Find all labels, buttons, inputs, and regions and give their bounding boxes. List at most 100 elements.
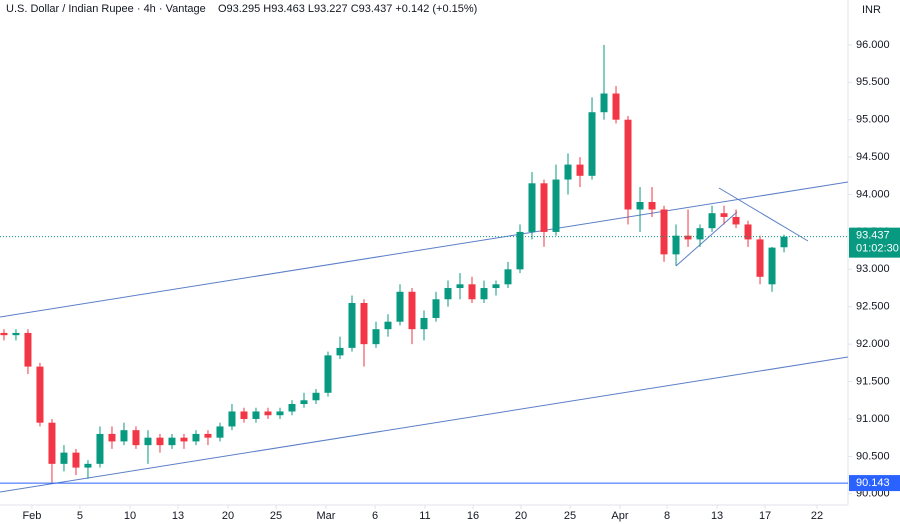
candle-body bbox=[636, 202, 644, 210]
last-price-label: 93.437 bbox=[856, 230, 890, 242]
x-tick-label: Mar bbox=[316, 510, 335, 522]
candle-body bbox=[720, 213, 728, 217]
candle-body bbox=[552, 179, 560, 232]
candle-body bbox=[384, 321, 392, 330]
y-tick-label: 92.000 bbox=[856, 338, 890, 350]
candle-body bbox=[744, 224, 752, 240]
candle-body bbox=[420, 317, 428, 330]
candle-body bbox=[768, 247, 776, 285]
candle-body bbox=[648, 202, 656, 210]
candle-body bbox=[240, 411, 248, 419]
candle-body bbox=[180, 437, 188, 442]
candle-body bbox=[696, 228, 704, 240]
candle-body bbox=[72, 452, 80, 468]
candle-body bbox=[156, 437, 164, 446]
x-tick-label: 8 bbox=[664, 510, 670, 522]
y-tick-label: 90.500 bbox=[856, 450, 890, 462]
candle-body bbox=[204, 433, 212, 438]
candle-body bbox=[432, 299, 440, 318]
candle-body bbox=[12, 332, 20, 336]
x-tick-label: 16 bbox=[467, 510, 479, 522]
y-tick-label: 94.500 bbox=[856, 151, 890, 163]
x-tick-label: 6 bbox=[372, 510, 378, 522]
candle-body bbox=[564, 164, 572, 180]
y-tick-label: 95.500 bbox=[856, 76, 890, 88]
candle-body bbox=[0, 332, 8, 336]
wedge-upper bbox=[718, 187, 809, 242]
candle-body bbox=[216, 426, 224, 438]
candle-body bbox=[120, 430, 128, 442]
candle-body bbox=[360, 303, 368, 345]
candle-body bbox=[144, 437, 152, 446]
channel-lower bbox=[0, 356, 849, 493]
y-tick-label: 96.000 bbox=[856, 39, 890, 51]
candle-body bbox=[408, 291, 416, 330]
last-price-box bbox=[849, 227, 900, 258]
candle-body bbox=[756, 239, 764, 277]
x-tick-label: Feb bbox=[22, 510, 41, 522]
candle-body bbox=[444, 288, 452, 300]
x-tick-label: 20 bbox=[222, 510, 234, 522]
x-tick-label: 13 bbox=[172, 510, 184, 522]
y-tick-label: 95.000 bbox=[856, 114, 890, 126]
candle-body bbox=[252, 411, 260, 419]
candle-body bbox=[516, 231, 524, 270]
candle-body bbox=[492, 284, 500, 289]
candle-body bbox=[600, 93, 608, 113]
candle-body bbox=[96, 433, 104, 464]
x-tick-label: 22 bbox=[811, 510, 823, 522]
x-tick-label: 25 bbox=[564, 510, 576, 522]
candle-body bbox=[456, 284, 464, 289]
symbol-title: U.S. Dollar / Indian Rupee · 4h · Vantag… bbox=[6, 3, 206, 15]
candle-body bbox=[708, 213, 716, 229]
x-tick-label: 25 bbox=[270, 510, 282, 522]
candle-body bbox=[684, 235, 692, 240]
channel-upper bbox=[0, 181, 849, 318]
candle-body bbox=[132, 430, 140, 446]
x-tick-label: 20 bbox=[515, 510, 527, 522]
candle-body bbox=[660, 209, 668, 255]
candle-body bbox=[312, 392, 320, 401]
currency: INR bbox=[862, 4, 881, 16]
x-tick-label: 17 bbox=[759, 510, 771, 522]
y-tick-label: 93.000 bbox=[856, 263, 890, 275]
candle-body bbox=[576, 164, 584, 176]
y-tick-label: 94.000 bbox=[856, 188, 890, 200]
x-tick-label: 10 bbox=[124, 510, 136, 522]
candle-body bbox=[624, 119, 632, 210]
candle-body bbox=[288, 404, 296, 412]
candle-body bbox=[192, 433, 200, 442]
countdown: 01:02:30 bbox=[856, 243, 899, 255]
x-tick-label: 5 bbox=[77, 510, 83, 522]
candle-body bbox=[780, 236, 788, 248]
ohlc-readout: O93.295 H93.463 L93.227 C93.437 +0.142 (… bbox=[218, 3, 477, 15]
candle-body bbox=[540, 183, 548, 232]
candle-body bbox=[528, 183, 536, 232]
x-tick-label: 13 bbox=[711, 510, 723, 522]
candle-body bbox=[504, 269, 512, 285]
horizontal-line-label: 90.143 bbox=[856, 477, 890, 489]
candle-body bbox=[168, 437, 176, 446]
horizontal-line-box bbox=[849, 475, 900, 492]
candle-body bbox=[276, 411, 284, 416]
y-tick-label: 91.500 bbox=[856, 375, 890, 387]
candle-body bbox=[672, 235, 680, 255]
y-tick-label: 92.500 bbox=[856, 301, 890, 313]
candle-body bbox=[612, 93, 620, 120]
candle-body bbox=[108, 433, 116, 442]
candle-body bbox=[348, 303, 356, 348]
wedge-lower bbox=[675, 211, 738, 267]
y-tick-label: 91.000 bbox=[856, 413, 890, 425]
candle-body bbox=[300, 400, 308, 404]
candle-body bbox=[264, 411, 272, 416]
candle-body bbox=[480, 288, 488, 300]
candle-body bbox=[84, 463, 92, 468]
x-tick-label: 11 bbox=[419, 510, 430, 522]
trend-lines bbox=[0, 181, 849, 493]
candle-body bbox=[24, 332, 32, 367]
x-tick-label: Apr bbox=[611, 510, 628, 522]
candle-body bbox=[60, 452, 68, 464]
candle-body bbox=[336, 347, 344, 356]
